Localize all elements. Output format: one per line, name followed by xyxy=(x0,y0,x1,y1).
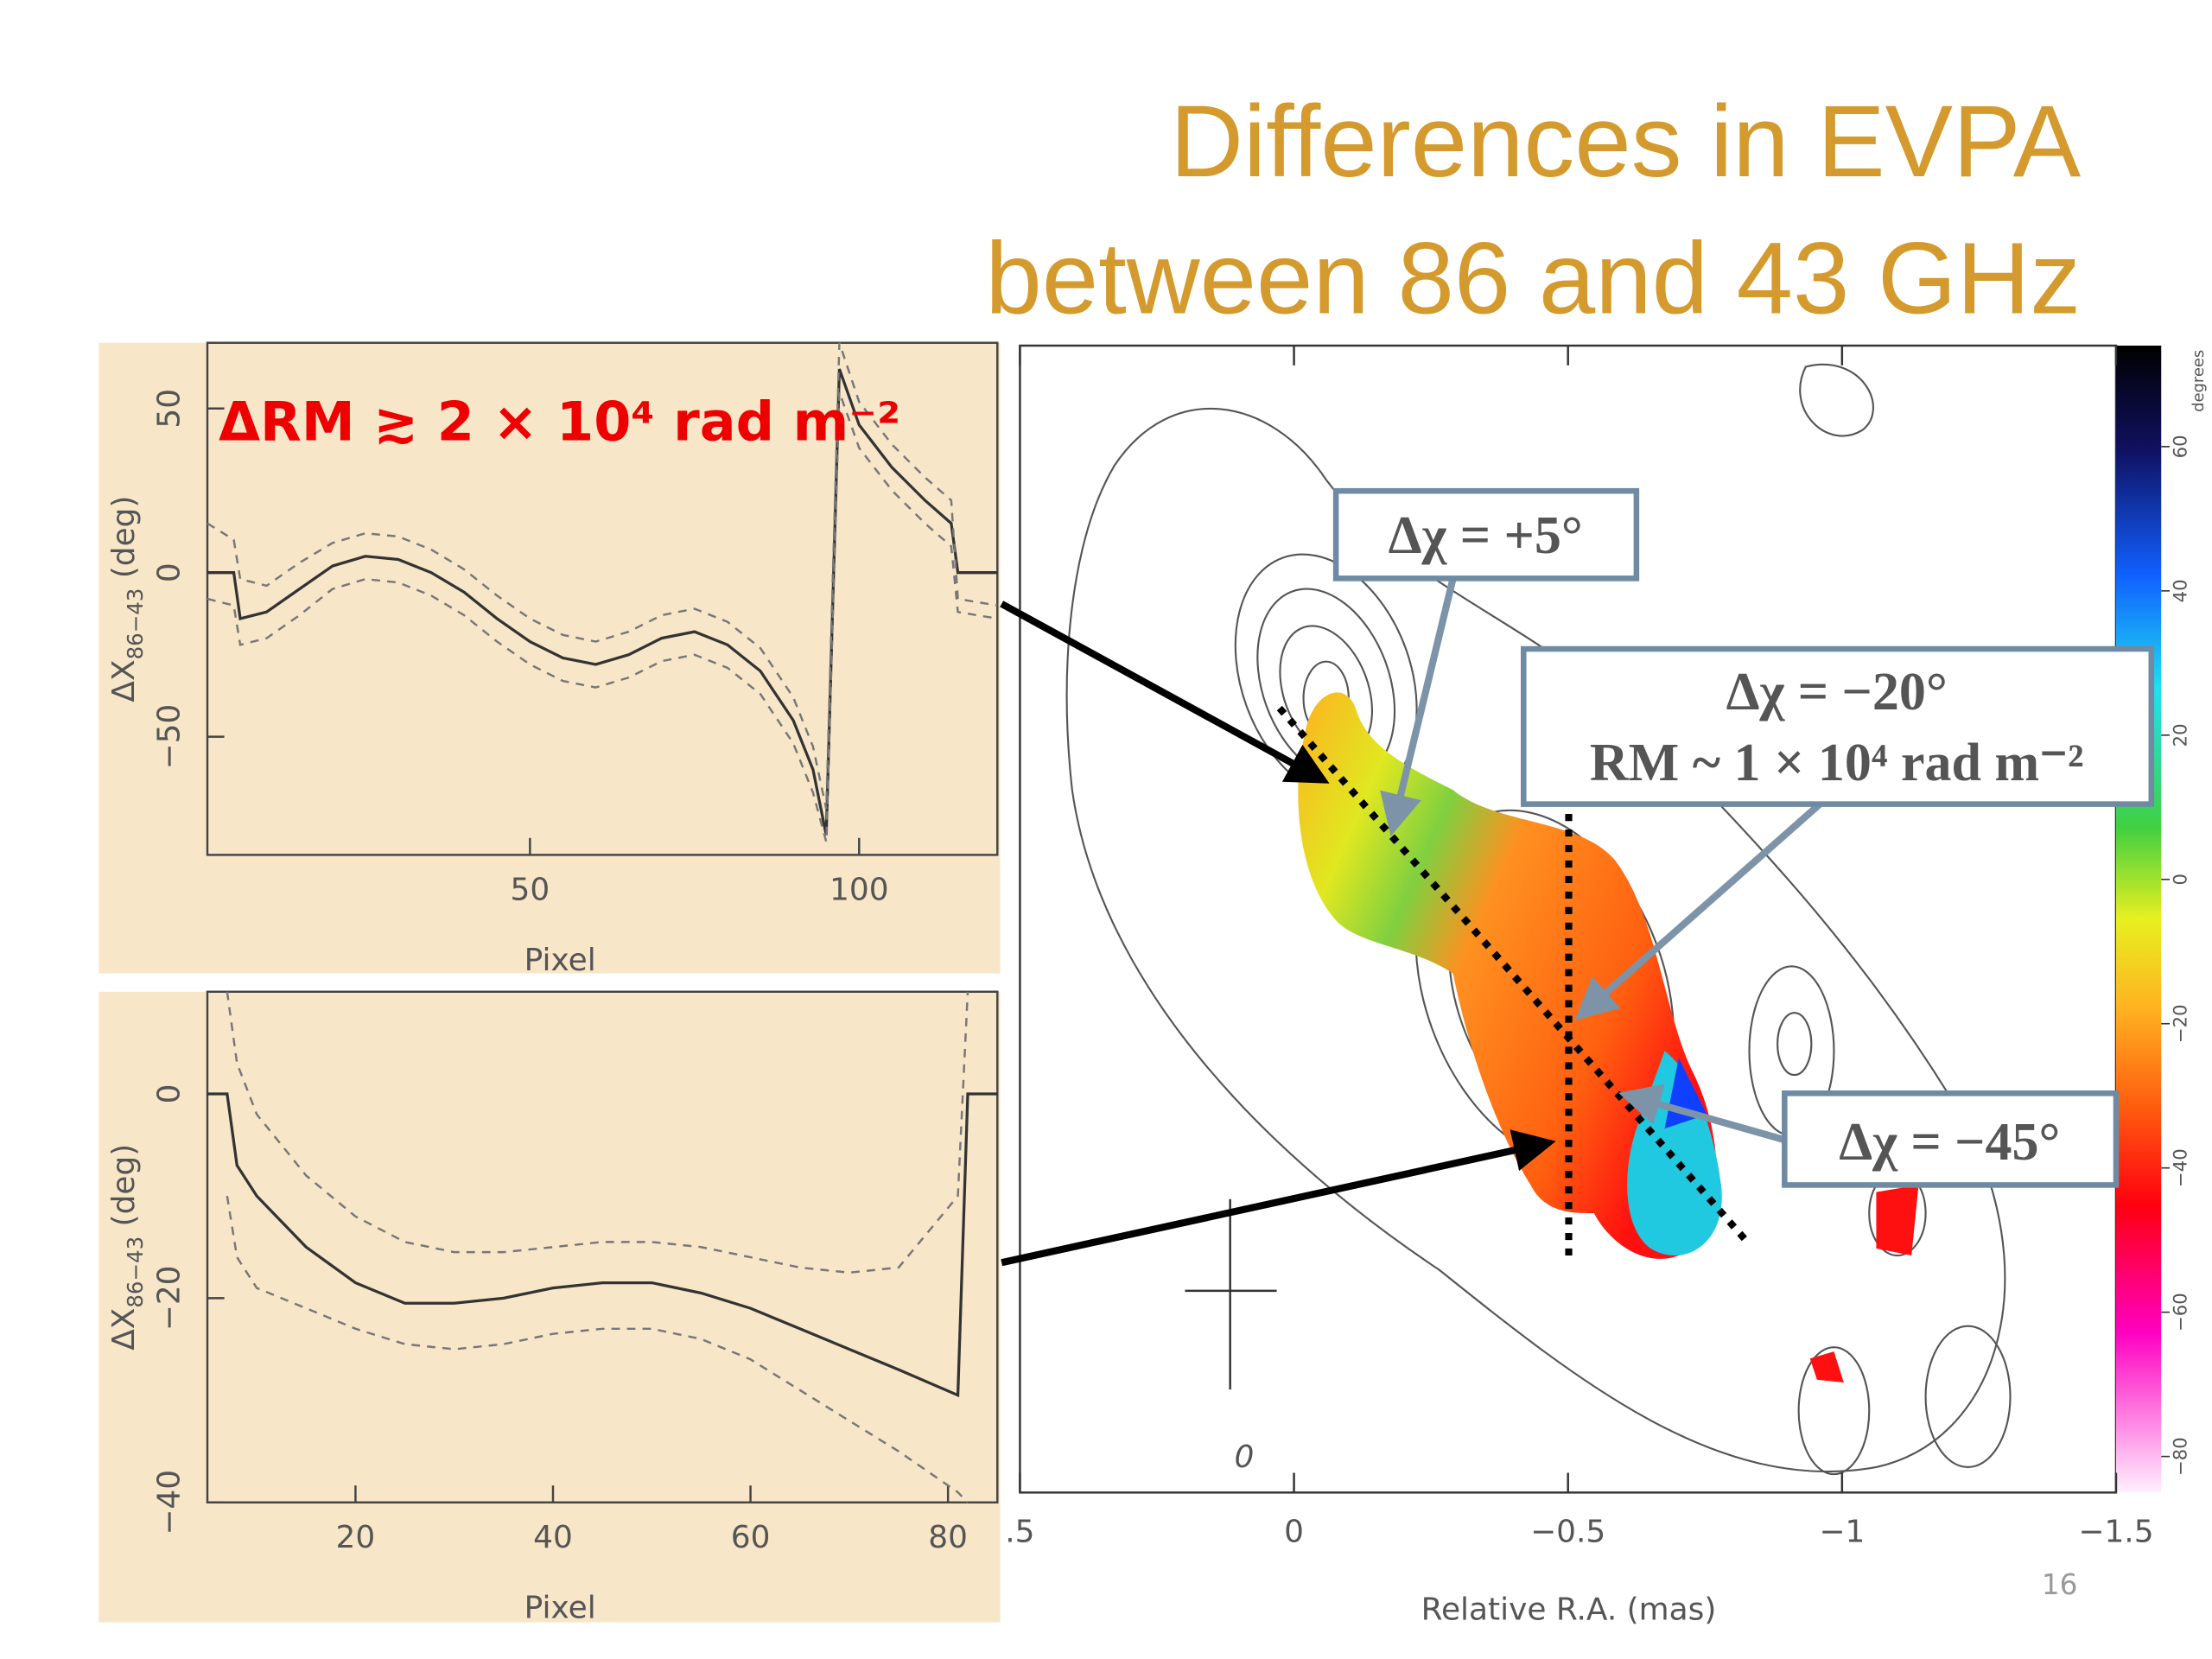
x-axis-label: Relative R.A. (mas) xyxy=(1421,1592,1717,1627)
y-tick-label: −40 xyxy=(151,1470,187,1535)
x-axis-label: Pixel xyxy=(524,943,596,978)
series-line xyxy=(226,991,969,1274)
colorbar-tick-label: 20 xyxy=(2171,723,2192,747)
annotation: ΔRM ≳ 2 × 10⁴ rad m⁻² xyxy=(219,390,900,453)
contour-label: 0 xyxy=(1235,1440,1255,1475)
callout xyxy=(1332,487,1640,582)
y-axis-label: ΔX86−43 (deg) xyxy=(106,1144,148,1351)
panel xyxy=(99,342,1001,974)
colorbar-tick-label: −20 xyxy=(2171,1004,2192,1043)
y-axis-label: ΔX86−43 (deg) xyxy=(106,496,148,702)
panel xyxy=(99,991,1001,1623)
colorbar-tick-label: 0 xyxy=(2171,874,2192,886)
series-line xyxy=(207,391,998,842)
y-tick-label: 50 xyxy=(151,389,187,429)
annotation: Δχ = −45° xyxy=(1839,1113,2060,1172)
beam xyxy=(1185,1198,1277,1390)
y-tick-label: 0 xyxy=(151,563,187,582)
arrow xyxy=(1618,1084,1786,1144)
evpa-map xyxy=(1876,1185,1919,1256)
series-line xyxy=(207,368,998,836)
x-tick-label: 50 xyxy=(510,873,550,908)
y-tick-label: 0 xyxy=(151,1084,187,1104)
colorbar-tick-label: −80 xyxy=(2171,1437,2192,1476)
y-axis-label-part: ΔX xyxy=(106,1308,142,1351)
arrow xyxy=(1574,801,1822,1020)
annotation: RM ~ 1 × 10⁴ rad m⁻² xyxy=(1590,734,2084,792)
dotted-line xyxy=(1276,705,1752,1247)
x-tick-label: 60 xyxy=(731,1520,771,1555)
arrow xyxy=(1380,577,1457,836)
y-axis-label-part: 86−43 xyxy=(123,1236,148,1308)
colorbar-label: degrees xyxy=(2190,350,2208,412)
series-line xyxy=(226,1195,969,1503)
arrow xyxy=(1000,601,1330,784)
series-line xyxy=(207,1092,998,1398)
x-tick-label: 100 xyxy=(830,873,889,908)
x-tick-label: −1.5 xyxy=(2078,1514,2153,1549)
colorbar xyxy=(2115,346,2162,1493)
x-tick-label: −1 xyxy=(1819,1514,1865,1549)
colorbar-tick-label: −40 xyxy=(2171,1148,2192,1187)
annotation: Δχ = −20° xyxy=(1726,663,1948,721)
annotation: Δχ = +5° xyxy=(1389,506,1583,565)
x-axis-label: Pixel xyxy=(524,1591,596,1626)
colorbar-tick-label: 60 xyxy=(2171,435,2192,458)
series-line xyxy=(207,342,998,810)
slide-title: between 86 and 43 GHz xyxy=(985,221,2081,334)
y-axis-label-part: (deg) xyxy=(106,1144,142,1236)
x-tick-label: −0.5 xyxy=(1530,1514,1605,1549)
x-tick-label: 40 xyxy=(533,1520,573,1555)
y-tick-label: −50 xyxy=(151,704,187,770)
arrow xyxy=(1001,1129,1556,1267)
slide-title: Differences in EVPA xyxy=(1170,85,2082,198)
evpa-map xyxy=(1809,1351,1844,1382)
colorbar-tick-label: 40 xyxy=(2171,579,2192,602)
x-tick-label: 20 xyxy=(336,1520,376,1555)
y-axis-label-part: (deg) xyxy=(106,496,142,588)
callout xyxy=(1782,1090,2120,1188)
y-tick-label: −20 xyxy=(151,1265,187,1331)
callout xyxy=(1521,645,2155,807)
y-axis-label-part: ΔX xyxy=(106,659,142,702)
page-number: 16 xyxy=(2042,1568,2078,1601)
x-tick-label: 0 xyxy=(1284,1514,1304,1549)
x-tick-label: .5 xyxy=(1005,1514,1034,1549)
y-axis-label-part: 86−43 xyxy=(123,588,148,660)
colorbar-tick-label: −60 xyxy=(2171,1293,2192,1332)
x-tick-label: 80 xyxy=(928,1520,968,1555)
plot-frame xyxy=(206,990,999,1503)
